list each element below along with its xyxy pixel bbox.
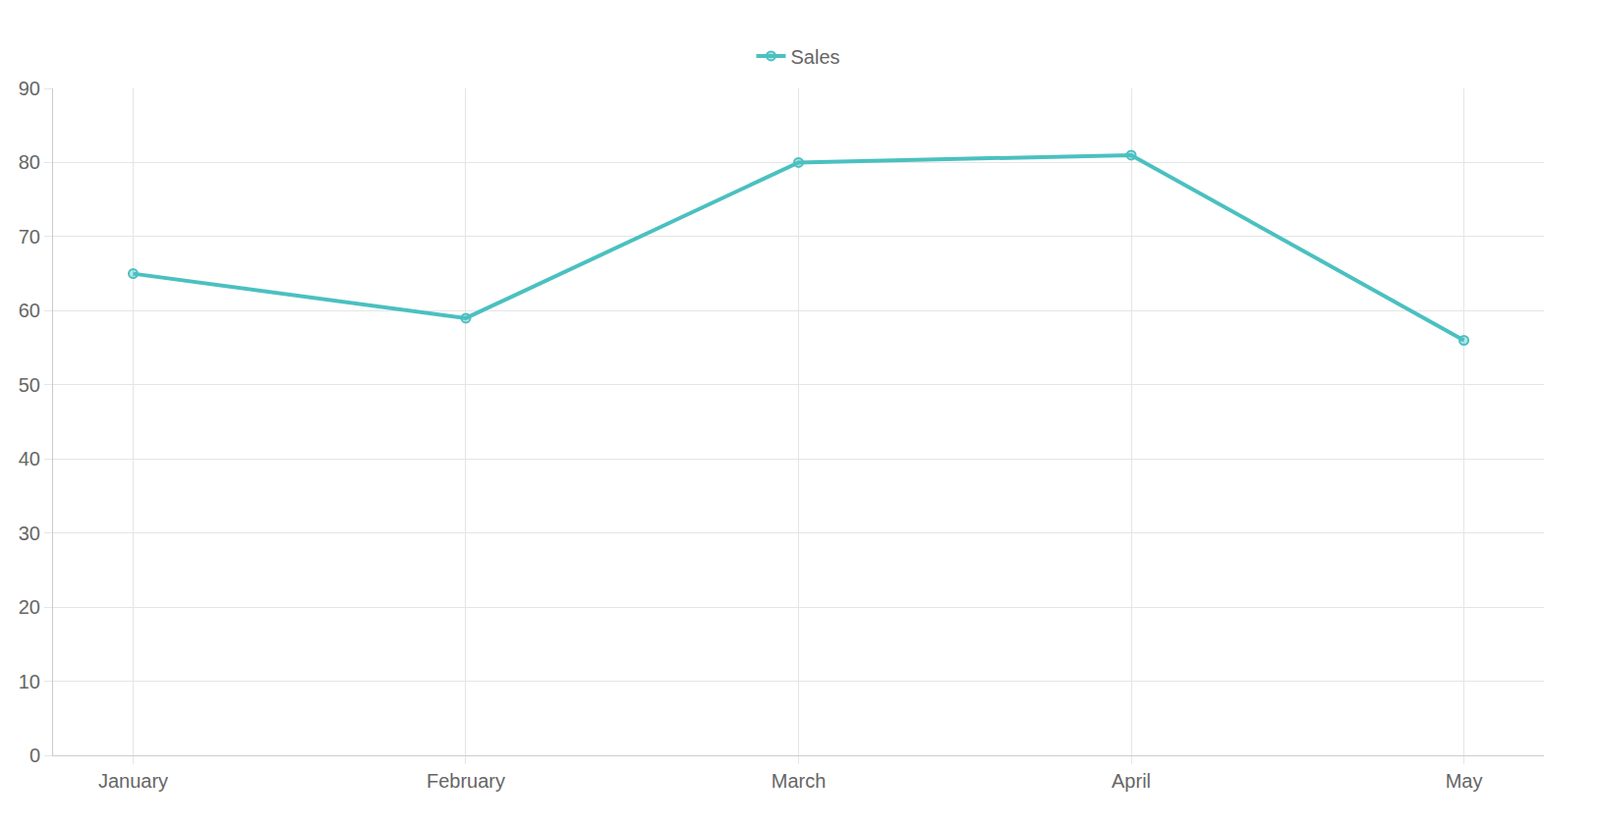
- svg-text:60: 60: [18, 299, 41, 322]
- svg-text:70: 70: [18, 226, 41, 248]
- svg-text:January: January: [98, 770, 169, 793]
- svg-text:90: 90: [18, 77, 41, 100]
- svg-text:Sales: Sales: [791, 46, 841, 68]
- svg-text:20: 20: [18, 596, 41, 619]
- svg-text:10: 10: [18, 671, 41, 693]
- svg-text:30: 30: [18, 522, 41, 545]
- svg-text:40: 40: [18, 448, 41, 470]
- svg-text:0: 0: [29, 744, 41, 767]
- svg-text:80: 80: [18, 151, 41, 173]
- svg-text:April: April: [1111, 770, 1151, 793]
- svg-text:February: February: [426, 770, 506, 793]
- svg-text:March: March: [771, 770, 827, 793]
- svg-text:May: May: [1445, 770, 1484, 793]
- svg-text:50: 50: [18, 374, 41, 397]
